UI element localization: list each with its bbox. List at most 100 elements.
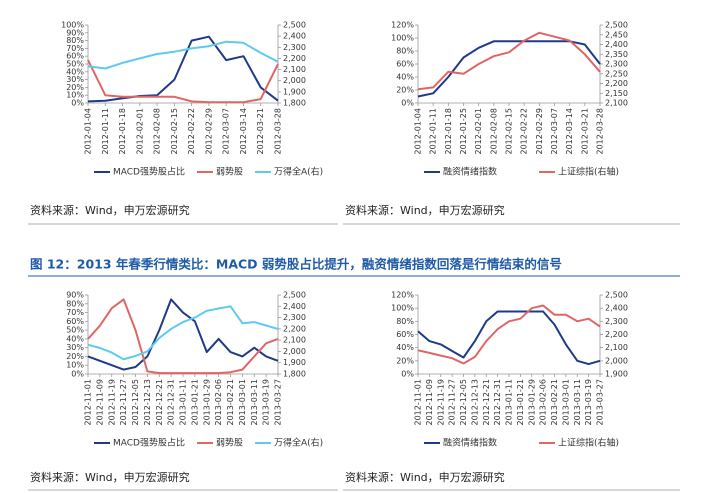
- y2-tick-label: 2,300: [605, 60, 628, 69]
- x-tick-label: 2012-12-13: [143, 379, 152, 426]
- x-tick-label: 2012-02-08: [489, 108, 498, 155]
- series-line: [87, 35, 279, 103]
- series-line: [87, 305, 279, 361]
- y-tick-label: 60%: [396, 60, 414, 69]
- x-tick-label: 2012-02-15: [170, 108, 179, 155]
- x-tick-label: 2012-11-19: [107, 379, 116, 426]
- x-tick-label: 2012-12-05: [459, 379, 468, 426]
- y2-tick-label: 2,500: [605, 21, 628, 30]
- figure-title: 图 12：2013 年春季行情类比：MACD 弱势股占比提升，融资情绪指数回落是…: [30, 257, 562, 272]
- y-tick-label: 40%: [396, 343, 414, 352]
- x-tick-label: 2013-02-21: [550, 379, 559, 426]
- y-tick-label: 70%: [66, 44, 84, 53]
- y-tick-label: 90%: [66, 291, 84, 300]
- x-tick-label: 2012-01-04: [414, 108, 423, 155]
- y2-tick-label: 2,300: [283, 43, 306, 52]
- y2-tick-label: 1,900: [605, 370, 628, 379]
- x-tick-label: 2012-03-14: [565, 108, 574, 155]
- legend-label: MACD强势股占比: [113, 166, 185, 178]
- x-tick-label: 2012-03-28: [274, 108, 283, 155]
- y2-tick-label: 2,000: [283, 76, 306, 85]
- x-tick-label: 2012-03-21: [580, 108, 589, 155]
- y2-tick-label: 1,900: [283, 358, 306, 367]
- y2-tick-label: 1,800: [283, 99, 306, 108]
- source-note: 资料来源：Wind，申万宏源研究: [345, 203, 505, 217]
- y2-tick-label: 1,900: [283, 87, 306, 96]
- y-tick-label: 100%: [391, 304, 414, 313]
- y2-tick-label: 1,800: [283, 370, 306, 379]
- x-tick-label: 2012-02-08: [153, 108, 162, 155]
- x-tick-label: 2013-03-19: [584, 379, 593, 426]
- y-tick-label: 60%: [66, 52, 84, 61]
- x-tick-label: 2013-02-21: [226, 379, 235, 426]
- y-tick-label: 80%: [396, 317, 414, 326]
- x-tick-label: 2012-01-04: [84, 108, 93, 155]
- y2-tick-label: 2,400: [605, 304, 628, 313]
- y-tick-label: 80%: [66, 36, 84, 45]
- y2-tick-label: 2,450: [605, 30, 628, 39]
- y-tick-label: 20%: [66, 83, 84, 92]
- x-tick-label: 2013-01-21: [190, 379, 199, 426]
- x-tick-label: 2012-12-31: [493, 379, 502, 426]
- x-tick-label: 2013-01-29: [527, 379, 536, 426]
- series-line: [417, 304, 601, 365]
- series-line: [87, 59, 279, 104]
- y2-tick-label: 2,200: [605, 330, 628, 339]
- x-tick-label: 2012-02-15: [505, 108, 514, 155]
- y-tick-label: 10%: [66, 91, 84, 100]
- x-tick-label: 2012-03-14: [239, 108, 248, 155]
- x-tick-label: 2012-02-01: [474, 108, 483, 155]
- y-tick-label: 80%: [66, 299, 84, 308]
- y2-tick-label: 2,200: [283, 54, 306, 63]
- x-tick-label: 2012-03-21: [256, 108, 265, 155]
- x-tick-label: 2013-03-11: [250, 379, 259, 426]
- y2-tick-label: 2,100: [605, 343, 628, 352]
- x-tick-label: 2012-02-01: [135, 108, 144, 155]
- y2-tick-label: 2,500: [283, 21, 306, 30]
- y2-tick-label: 2,200: [283, 324, 306, 333]
- series-line: [87, 298, 279, 375]
- y2-tick-label: 2,000: [283, 347, 306, 356]
- x-tick-label: 2012-11-19: [436, 379, 445, 426]
- y-tick-label: 20%: [66, 352, 84, 361]
- legend-label: 融资情绪指数: [443, 437, 497, 449]
- x-tick-label: 2012-02-22: [187, 108, 196, 155]
- x-tick-label: 2013-01-11: [179, 379, 188, 426]
- x-tick-label: 2013-01-11: [505, 379, 514, 426]
- x-tick-label: 2012-01-11: [101, 108, 110, 154]
- y2-tick-label: 2,500: [605, 291, 628, 300]
- y-tick-label: 50%: [66, 326, 84, 335]
- legend-label: 弱势股: [216, 166, 243, 178]
- x-tick-label: 2013-03-27: [274, 379, 283, 426]
- x-tick-label: 2013-01-21: [516, 379, 525, 426]
- x-tick-label: 2012-12-21: [155, 379, 164, 426]
- y-tick-label: 70%: [66, 308, 84, 317]
- y-tick-label: 0%: [401, 370, 414, 379]
- x-tick-label: 2012-02-29: [535, 108, 544, 155]
- y-tick-label: 0%: [401, 99, 414, 108]
- x-tick-label: 2012-01-18: [118, 108, 127, 155]
- y-tick-label: 50%: [66, 60, 84, 69]
- legend-label: MACD强势股占比: [113, 437, 185, 449]
- y2-tick-label: 2,100: [283, 336, 306, 345]
- x-tick-label: 2013-03-27: [596, 379, 605, 426]
- x-tick-label: 2012-11-27: [448, 379, 457, 426]
- y2-tick-label: 2,100: [283, 65, 306, 74]
- legend-label: 上证综指(右轴): [558, 437, 619, 449]
- legend-label: 弱势股: [216, 437, 243, 449]
- y-tick-label: 100%: [61, 21, 84, 30]
- x-tick-label: 2013-01-29: [202, 379, 211, 426]
- y2-tick-label: 2,350: [605, 50, 628, 59]
- legend-label: 万得全A(右): [274, 437, 323, 449]
- x-tick-label: 2012-11-01: [84, 379, 93, 426]
- y-tick-label: 80%: [396, 47, 414, 56]
- x-tick-label: 2012-01-18: [444, 108, 453, 155]
- y2-tick-label: 2,500: [283, 291, 306, 300]
- y-tick-label: 10%: [66, 361, 84, 370]
- y-tick-label: 0%: [71, 99, 84, 108]
- x-tick-label: 2012-12-13: [470, 379, 479, 426]
- x-tick-label: 2012-02-22: [520, 108, 529, 155]
- x-tick-label: 2013-03-01: [561, 379, 570, 426]
- legend-label: 上证综指(右轴): [558, 166, 619, 178]
